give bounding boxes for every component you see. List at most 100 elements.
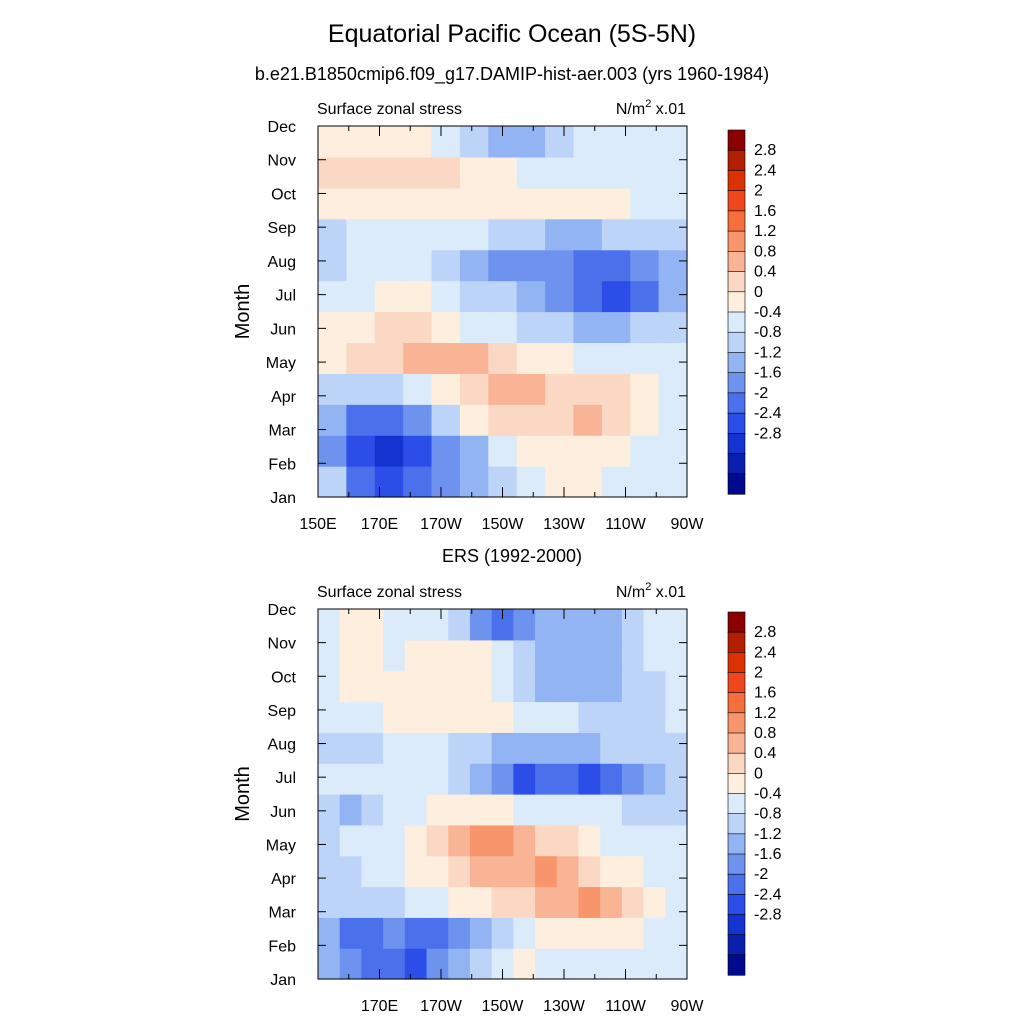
axis-ticks: 170E 170W 150W 130W 110W 90W Jan Feb Mar Apr May Ju… xyxy=(266,602,705,1015)
heatmap-cell xyxy=(578,855,601,888)
heatmap-cell xyxy=(403,249,433,282)
x-tick-label: 90W xyxy=(671,516,705,533)
heatmap-cell xyxy=(469,639,493,672)
heatmap-cell xyxy=(346,342,376,374)
heatmap-cell xyxy=(665,763,688,795)
heatmap-cell xyxy=(448,763,471,795)
heatmap-cell xyxy=(448,948,471,980)
heatmap-cell xyxy=(578,732,601,764)
heatmap-cells xyxy=(318,609,688,980)
units-label: N/m2 x.01 xyxy=(616,581,686,601)
heatmap-cell xyxy=(630,342,660,374)
heatmap-cell xyxy=(578,670,601,703)
heatmap-cell xyxy=(573,466,603,498)
heatmap-cell xyxy=(556,732,580,764)
heatmap-cell xyxy=(374,280,404,313)
colorbar-box xyxy=(727,473,746,495)
heatmap-cell xyxy=(573,126,603,158)
heatmap-cell xyxy=(621,917,645,949)
heatmap-cell xyxy=(318,609,341,641)
heatmap-cell xyxy=(621,794,645,826)
heatmap-cell xyxy=(535,763,558,795)
colorbar-box xyxy=(727,672,746,694)
heatmap-cell xyxy=(488,311,518,344)
heatmap-cell xyxy=(448,855,471,888)
heatmap-cell xyxy=(658,373,688,405)
heatmap-cell xyxy=(469,670,493,703)
heatmap-cell xyxy=(535,639,558,672)
colorbar-label: 2.8 xyxy=(754,142,776,159)
heatmap-cell xyxy=(643,763,666,795)
heatmap-cell xyxy=(459,187,489,220)
heatmap-cell xyxy=(374,156,404,189)
heatmap-cell xyxy=(448,609,471,641)
heatmap-cell xyxy=(491,701,514,733)
heatmap-cell xyxy=(469,701,493,733)
heatmap-cell xyxy=(426,917,449,949)
heatmap-cell xyxy=(516,373,546,405)
heatmap-cell xyxy=(431,249,461,282)
heatmap-cell xyxy=(573,249,603,282)
heatmap-cell xyxy=(665,794,688,826)
heatmap-cell xyxy=(491,609,514,641)
heatmap-cell xyxy=(426,824,449,857)
heatmap-cell xyxy=(513,917,536,949)
heatmap-cell xyxy=(374,373,404,405)
heatmap-cell xyxy=(630,187,660,220)
colorbar-label: 0.8 xyxy=(754,243,776,260)
heatmap-cell xyxy=(600,701,623,733)
colorbar-box xyxy=(727,773,746,795)
heatmap-cell xyxy=(491,794,514,826)
heatmap-cell xyxy=(545,280,575,313)
heatmap-cell xyxy=(488,404,518,436)
heatmap-cell xyxy=(601,280,631,313)
x-tick-label: 150W xyxy=(482,516,525,533)
colorbar-label: -2 xyxy=(754,385,768,402)
heatmap-cell xyxy=(383,609,406,641)
heatmap-cell xyxy=(665,917,688,949)
heatmap-cell xyxy=(404,855,428,888)
heatmap-cell xyxy=(630,435,660,467)
heatmap-cell xyxy=(600,855,623,888)
heatmap-cell xyxy=(621,701,645,733)
heatmap-cell xyxy=(578,948,601,980)
heatmap-cell xyxy=(339,701,363,733)
heatmap-cell xyxy=(459,249,489,282)
heatmap-cell xyxy=(404,732,428,764)
heatmap-cell xyxy=(361,794,384,826)
heatmap-cell xyxy=(643,609,666,641)
heatmap-cell xyxy=(516,435,546,467)
heatmap-cell xyxy=(513,609,536,641)
heatmap-cell xyxy=(426,701,449,733)
heatmap-cell xyxy=(643,732,666,764)
heatmap-cell xyxy=(516,466,546,498)
heatmap-cell xyxy=(643,639,666,672)
heatmap-cell xyxy=(426,855,449,888)
colorbar-label: -2.8 xyxy=(754,425,782,442)
heatmap-cell xyxy=(374,218,404,251)
heatmap-cell xyxy=(556,763,580,795)
heatmap-cell xyxy=(469,886,493,918)
heatmap-cell xyxy=(374,342,404,374)
heatmap-cell xyxy=(469,609,493,641)
heatmap-cell xyxy=(535,794,558,826)
heatmap-cell xyxy=(404,701,428,733)
heatmap-cell xyxy=(426,639,449,672)
y-tick-label: Jun xyxy=(270,321,296,338)
heatmap-cell xyxy=(404,917,428,949)
heatmap-cell xyxy=(431,373,461,405)
heatmap-cell xyxy=(516,342,546,374)
heatmap-cell xyxy=(469,917,493,949)
heatmap-cell xyxy=(535,701,558,733)
heatmap-cell xyxy=(535,824,558,857)
heatmap-cell xyxy=(459,156,489,189)
heatmap-cell xyxy=(535,855,558,888)
heatmap-cell xyxy=(431,342,461,374)
colorbar-box xyxy=(727,372,746,394)
heatmap-cell xyxy=(431,280,461,313)
heatmap-cell xyxy=(431,311,461,344)
heatmap-cell xyxy=(665,732,688,764)
heatmap-cell xyxy=(318,249,347,282)
heatmap-cell xyxy=(545,126,575,158)
heatmap-cell xyxy=(488,249,518,282)
